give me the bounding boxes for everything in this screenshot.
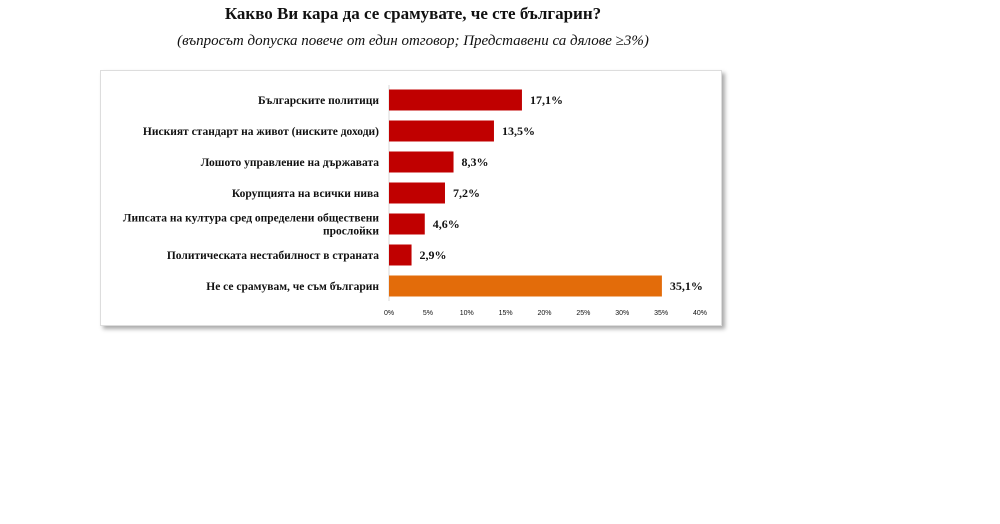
category-label: Липсата на култура сред определени общес… [123, 213, 379, 225]
category-label: Корупцията на всички нива [232, 188, 379, 200]
data-label: 35,1% [670, 279, 703, 293]
x-tick-label: 20% [537, 310, 551, 317]
category-label: Не се срамувам, че съм българин [206, 281, 379, 293]
data-label: 2,9% [420, 248, 447, 262]
x-tick-label: 5% [423, 310, 433, 317]
chart-area: 17,1% Българските политици 13,5% Ниският ст… [100, 70, 722, 326]
category-label: прослойки [323, 226, 379, 238]
data-label: 7,2% [453, 186, 480, 200]
category-label: Лошото управление на държавата [201, 157, 380, 169]
bar [389, 244, 412, 266]
chart-title: Какво Ви кара да се срамувате, че сте бъ… [224, 4, 602, 23]
chart-subtitle: (въпросът допуска повече от един отговор… [177, 33, 649, 49]
x-tick-label: 10% [460, 310, 474, 317]
x-tick-label: 15% [499, 310, 513, 317]
category-label: Българските политици [258, 95, 379, 107]
data-label: 4,6% [433, 217, 460, 231]
bar [389, 275, 662, 297]
x-tick-label: 30% [615, 310, 629, 317]
data-label: 8,3% [462, 155, 489, 169]
bar [389, 213, 425, 235]
bar [389, 120, 494, 142]
bar [389, 182, 445, 204]
category-label: Ниският стандарт на живот (ниските доход… [143, 126, 379, 138]
x-tick-label: 25% [576, 310, 590, 317]
x-tick-label: 0% [384, 310, 394, 317]
x-tick-label: 40% [693, 310, 707, 317]
bar [389, 151, 454, 173]
bar [389, 89, 522, 111]
category-label: Политическата нестабилност в страната [167, 250, 379, 262]
data-label: 17,1% [530, 93, 563, 107]
bar-chart: 17,1% Българските политици 13,5% Ниският ст… [123, 85, 707, 317]
data-label: 13,5% [502, 124, 535, 138]
x-tick-label: 35% [654, 310, 668, 317]
